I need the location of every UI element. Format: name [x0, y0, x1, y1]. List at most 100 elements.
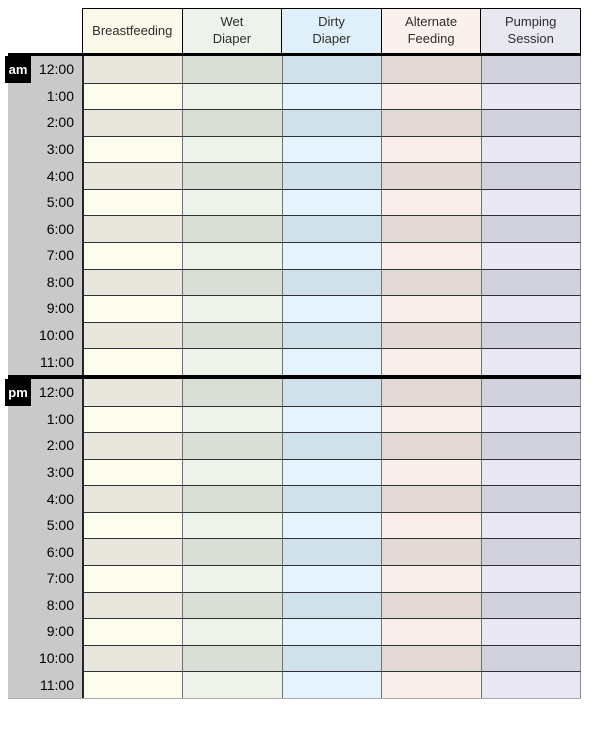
- grid-cell: [480, 82, 582, 110]
- time-label-cell: 9:00: [8, 295, 82, 322]
- time-label: 4:00: [46, 490, 74, 507]
- time-label-cell: 7:00: [8, 242, 82, 269]
- table-row: 10:00: [8, 644, 582, 672]
- grid-cell: [480, 405, 582, 433]
- grid-cell: [182, 135, 282, 163]
- grid-cell: [480, 56, 582, 83]
- grid-cell: [281, 56, 382, 83]
- column-header-wet-diaper: Wet Diaper: [181, 8, 282, 53]
- grid-cell: [480, 591, 582, 619]
- grid-cell: [480, 458, 582, 486]
- time-label: 8:00: [46, 273, 74, 290]
- grid-cell: [182, 511, 282, 539]
- grid-cell: [480, 268, 582, 296]
- grid-cell: [281, 458, 382, 486]
- grid-cell: [82, 188, 183, 216]
- time-label-cell: 11:00: [8, 348, 82, 375]
- column-header-pumping-session: Pumping Session: [480, 8, 581, 53]
- grid-cell: [480, 188, 582, 216]
- time-label-cell: 10:00: [8, 321, 82, 349]
- grid-cell: [480, 538, 582, 565]
- grid-cell: [281, 432, 382, 459]
- grid-cell: [82, 538, 183, 565]
- time-label: 3:00: [46, 463, 74, 480]
- time-label-cell: am 12:00: [5, 56, 82, 83]
- time-label: 6:00: [46, 220, 74, 237]
- grid-cell: [281, 511, 382, 539]
- table-row: 1:00: [8, 82, 582, 110]
- grid-cell: [381, 162, 481, 189]
- time-label: 4:00: [46, 167, 74, 184]
- table-row: 6:00: [8, 215, 582, 243]
- grid-cell: [381, 644, 481, 672]
- grid-cell: [82, 458, 183, 486]
- grid-cell: [381, 242, 481, 269]
- time-label: 2:00: [46, 114, 74, 131]
- grid-cell: [381, 188, 481, 216]
- grid-cell: [82, 671, 183, 698]
- grid-cell: [381, 618, 481, 645]
- table-row: 11:00: [8, 671, 582, 698]
- grid-cell: [182, 538, 282, 565]
- grid-cell: [281, 405, 382, 433]
- grid-cell: [82, 321, 183, 349]
- grid-cell: [182, 215, 282, 243]
- time-label-cell: 9:00: [8, 618, 82, 645]
- time-label-cell: 6:00: [8, 538, 82, 565]
- grid-cell: [182, 671, 282, 698]
- grid-cell: [480, 109, 582, 136]
- grid-cell: [381, 268, 481, 296]
- grid-cell: [281, 671, 382, 698]
- daily-log-table: Breastfeeding Wet Diaper Dirty Diaper Alter…: [5, 8, 582, 699]
- grid-cell: [381, 564, 481, 592]
- table-row: 9:00: [8, 618, 582, 645]
- time-label-cell: 2:00: [8, 432, 82, 459]
- time-label-cell: 10:00: [8, 644, 82, 672]
- time-label-cell: 3:00: [8, 458, 82, 486]
- grid-cell: [281, 321, 382, 349]
- table-row: 3:00: [8, 135, 582, 163]
- grid-cell: [182, 321, 282, 349]
- grid-cell: [381, 56, 481, 83]
- grid-cell: [182, 162, 282, 189]
- grid-cell: [281, 82, 382, 110]
- grid-cell: [182, 432, 282, 459]
- grid-cell: [182, 405, 282, 433]
- time-label-cell: 1:00: [8, 405, 82, 433]
- grid-cell: [281, 348, 382, 375]
- grid-cell: [281, 378, 382, 406]
- meridiem-badge: am: [5, 56, 31, 83]
- grid-cell: [480, 295, 582, 322]
- grid-cell: [281, 215, 382, 243]
- table-row: 7:00: [8, 564, 582, 592]
- grid-cell: [480, 511, 582, 539]
- time-label: 11:00: [40, 353, 74, 370]
- table-body: am 12:00 1:00 2:00 3:00 4:00 5:00 6:00 7:00 8:00 9…: [5, 56, 582, 699]
- grid-cell: [281, 109, 382, 136]
- grid-cell: [381, 671, 481, 698]
- time-label: 5:00: [46, 194, 74, 211]
- time-label: 10:00: [38, 327, 74, 344]
- table-row: 10:00: [8, 321, 582, 349]
- grid-cell: [82, 564, 183, 592]
- time-label-cell: 5:00: [8, 188, 82, 216]
- time-label: 8:00: [46, 596, 74, 613]
- grid-cell: [480, 162, 582, 189]
- grid-cell: [182, 82, 282, 110]
- grid-cell: [82, 242, 183, 269]
- time-label: 11:00: [40, 676, 74, 693]
- time-label: 5:00: [46, 517, 74, 534]
- grid-cell: [82, 644, 183, 672]
- grid-cell: [82, 109, 183, 136]
- grid-cell: [82, 485, 183, 512]
- grid-cell: [182, 378, 282, 406]
- time-label: 1:00: [46, 410, 74, 427]
- grid-cell: [82, 268, 183, 296]
- grid-cell: [381, 109, 481, 136]
- grid-cell: [381, 485, 481, 512]
- table-row: 1:00: [8, 405, 582, 433]
- time-label: 1:00: [46, 87, 74, 104]
- grid-cell: [182, 485, 282, 512]
- grid-cell: [182, 188, 282, 216]
- time-label-cell: 5:00: [8, 511, 82, 539]
